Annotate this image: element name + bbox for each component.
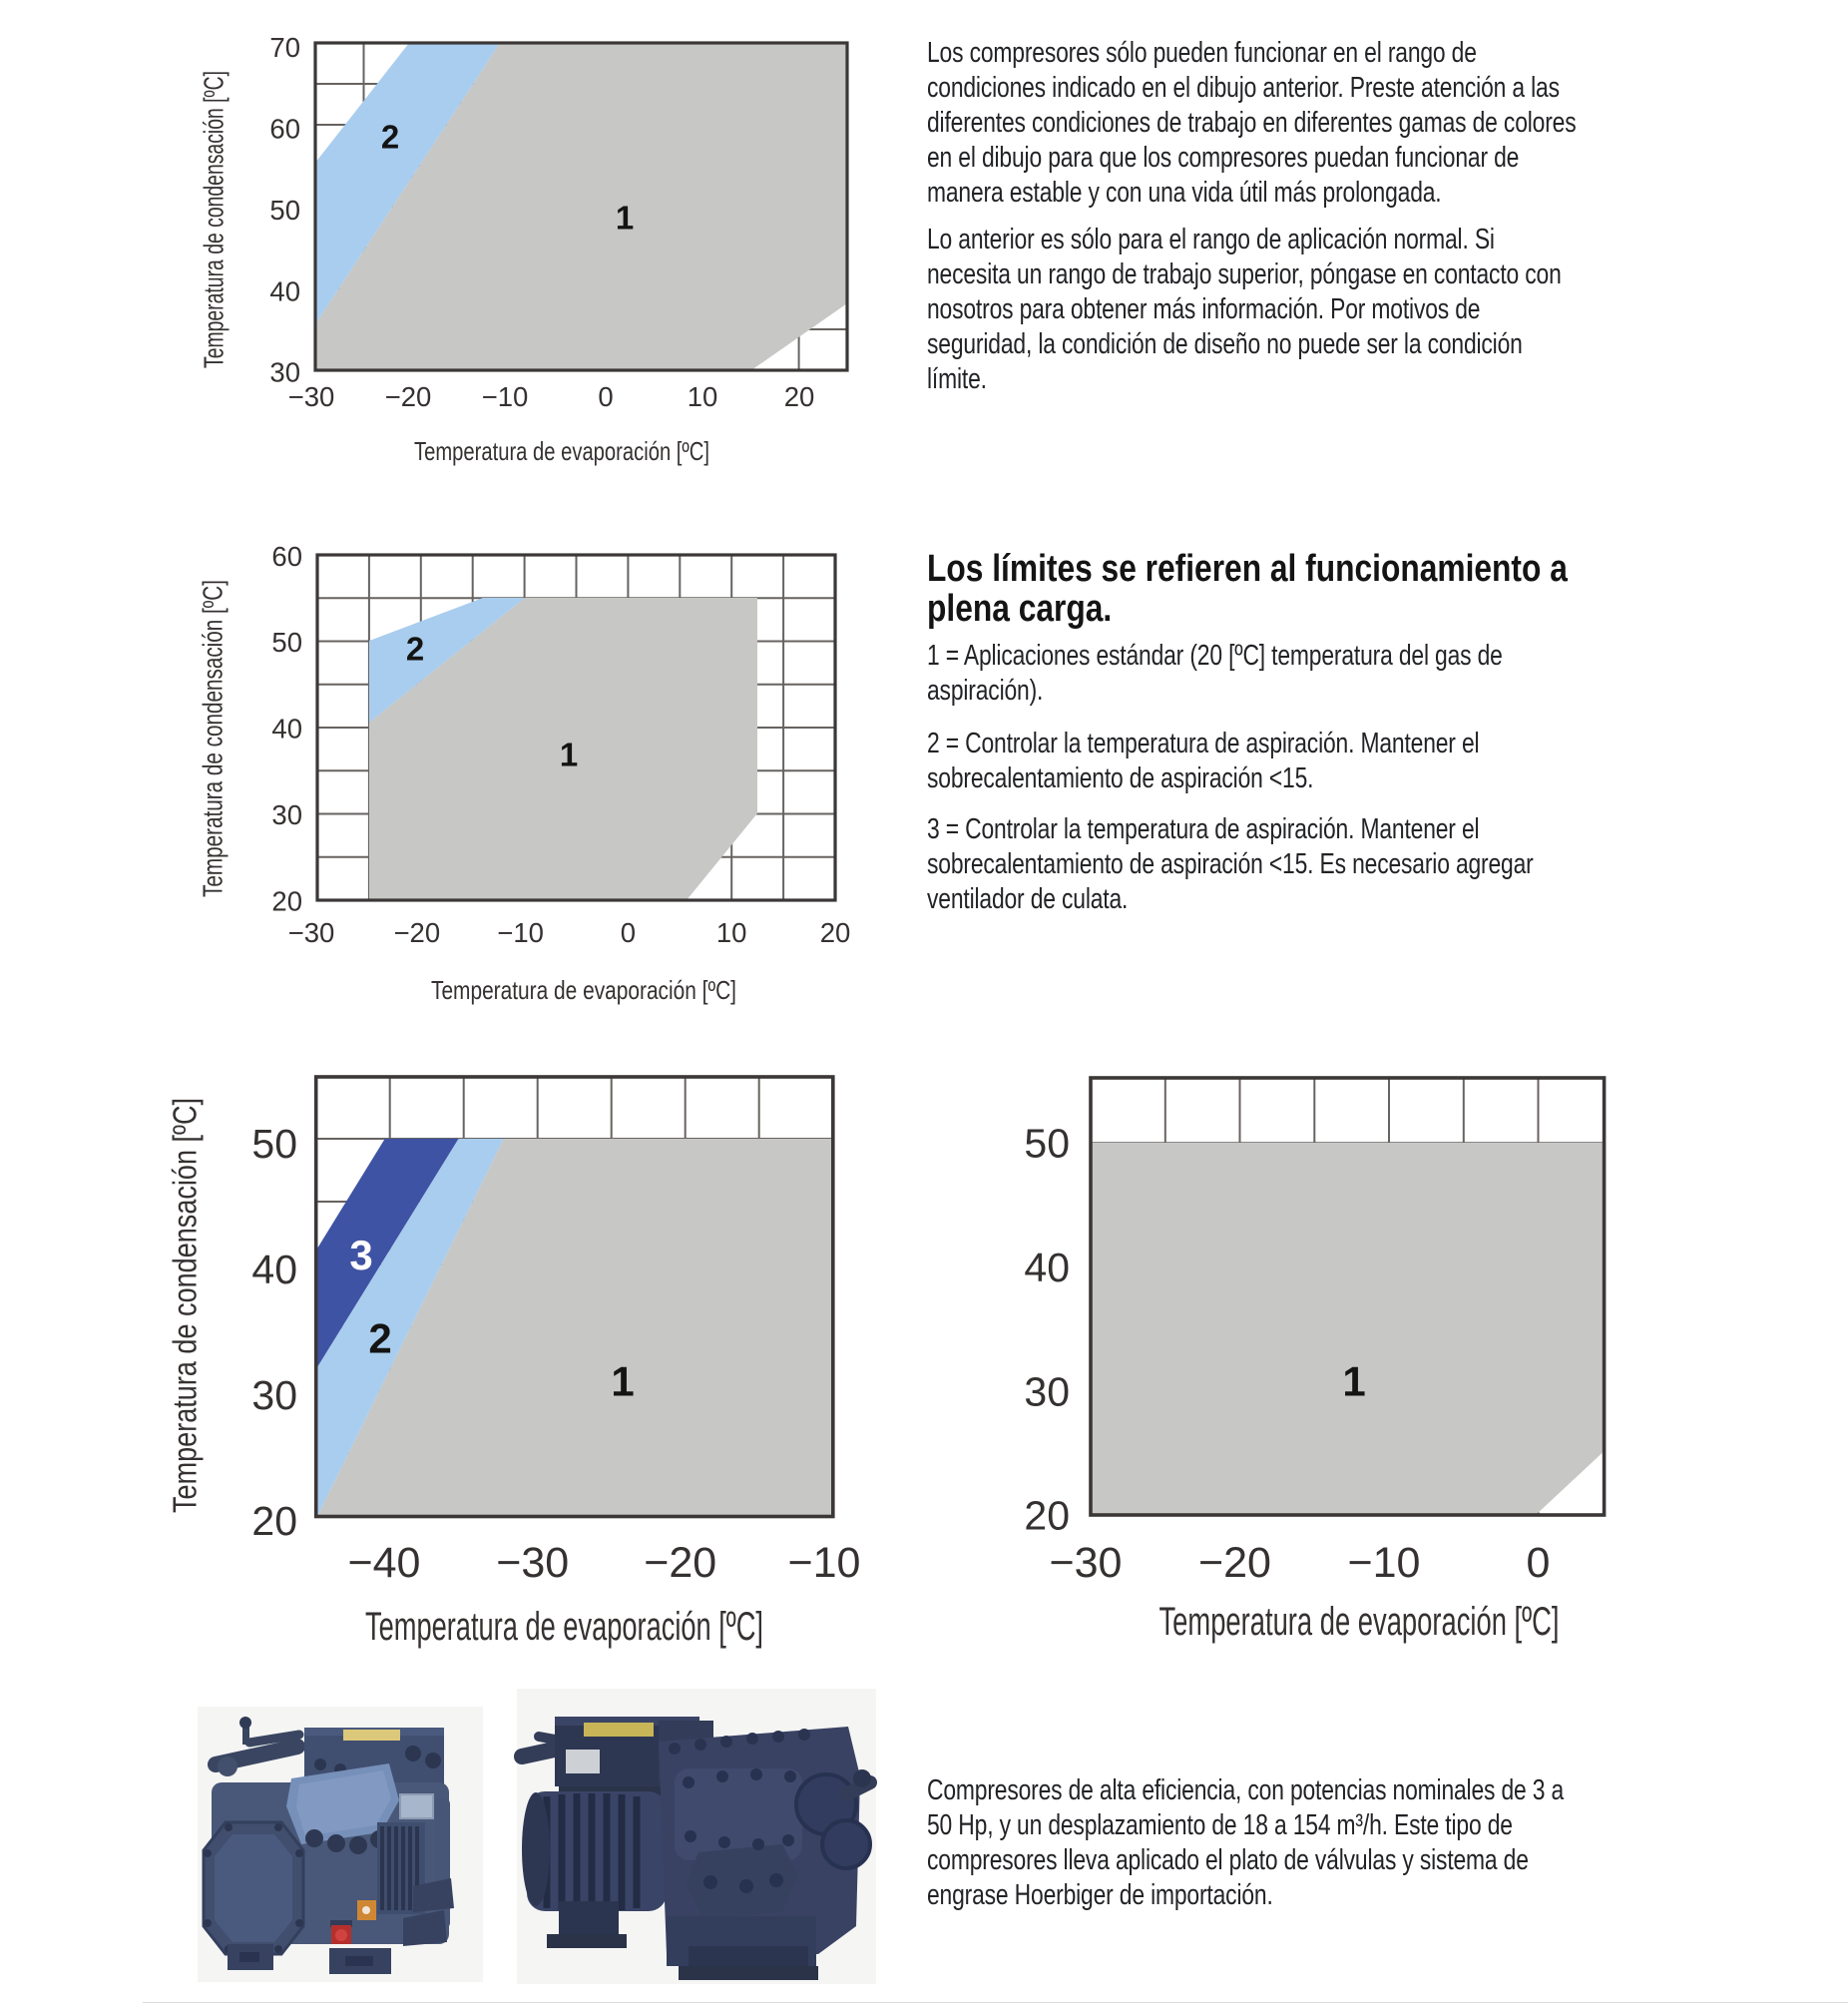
svg-text:1: 1 [611, 1358, 634, 1405]
svg-text:0: 0 [598, 381, 613, 412]
svg-text:10: 10 [688, 381, 718, 412]
svg-text:−30: −30 [1050, 1539, 1123, 1587]
svg-text:60: 60 [271, 541, 302, 572]
svg-text:30: 30 [271, 799, 302, 830]
svg-text:Temperatura de condensación [º: Temperatura de condensación [ºC] [198, 580, 229, 897]
svg-text:20: 20 [820, 917, 851, 948]
svg-text:2: 2 [381, 119, 399, 156]
svg-text:40: 40 [1024, 1245, 1070, 1290]
svg-text:30: 30 [251, 1372, 297, 1418]
svg-text:60: 60 [269, 114, 300, 145]
svg-text:Temperatura de evaporación [ºC: Temperatura de evaporación [ºC] [431, 975, 736, 1005]
svg-text:10: 10 [716, 917, 747, 948]
svg-text:20: 20 [1024, 1493, 1070, 1539]
svg-text:40: 40 [271, 714, 302, 745]
svg-text:20: 20 [251, 1498, 297, 1544]
svg-text:−20: −20 [385, 381, 432, 412]
svg-text:−40: −40 [348, 1539, 421, 1587]
svg-text:−10: −10 [482, 381, 529, 412]
svg-text:20: 20 [784, 381, 815, 412]
svg-text:2: 2 [406, 631, 424, 668]
svg-text:1: 1 [616, 200, 634, 237]
svg-text:−10: −10 [788, 1539, 861, 1587]
svg-text:30: 30 [269, 357, 300, 388]
svg-text:30: 30 [1024, 1369, 1070, 1415]
svg-text:50: 50 [271, 627, 302, 658]
svg-text:Temperatura de condensación [º: Temperatura de condensación [ºC] [167, 1098, 204, 1513]
svg-text:−20: −20 [393, 917, 440, 948]
svg-text:−10: −10 [1348, 1539, 1421, 1587]
svg-text:−20: −20 [644, 1539, 716, 1587]
svg-text:40: 40 [269, 276, 300, 307]
svg-text:0: 0 [1527, 1539, 1551, 1587]
svg-text:50: 50 [269, 195, 300, 226]
svg-text:Temperatura de condensación [º: Temperatura de condensación [ºC] [199, 71, 230, 368]
svg-text:−30: −30 [288, 917, 335, 948]
svg-text:Temperatura de evaporación [ºC: Temperatura de evaporación [ºC] [365, 1605, 763, 1649]
svg-text:3: 3 [349, 1232, 372, 1278]
svg-text:40: 40 [251, 1247, 297, 1292]
svg-text:70: 70 [269, 32, 300, 63]
svg-text:−10: −10 [497, 917, 544, 948]
svg-text:1: 1 [560, 737, 578, 773]
svg-text:Temperatura de evaporación [ºC: Temperatura de evaporación [ºC] [414, 436, 709, 466]
svg-text:1: 1 [1342, 1358, 1365, 1405]
svg-text:50: 50 [251, 1121, 297, 1167]
svg-text:Temperatura de evaporación [ºC: Temperatura de evaporación [ºC] [1159, 1600, 1560, 1644]
svg-text:−20: −20 [1198, 1539, 1271, 1587]
svg-text:0: 0 [621, 917, 636, 948]
svg-text:2: 2 [368, 1315, 391, 1362]
svg-text:−30: −30 [288, 381, 335, 412]
svg-text:20: 20 [271, 886, 302, 917]
svg-text:50: 50 [1024, 1121, 1070, 1167]
svg-text:−30: −30 [496, 1539, 569, 1587]
